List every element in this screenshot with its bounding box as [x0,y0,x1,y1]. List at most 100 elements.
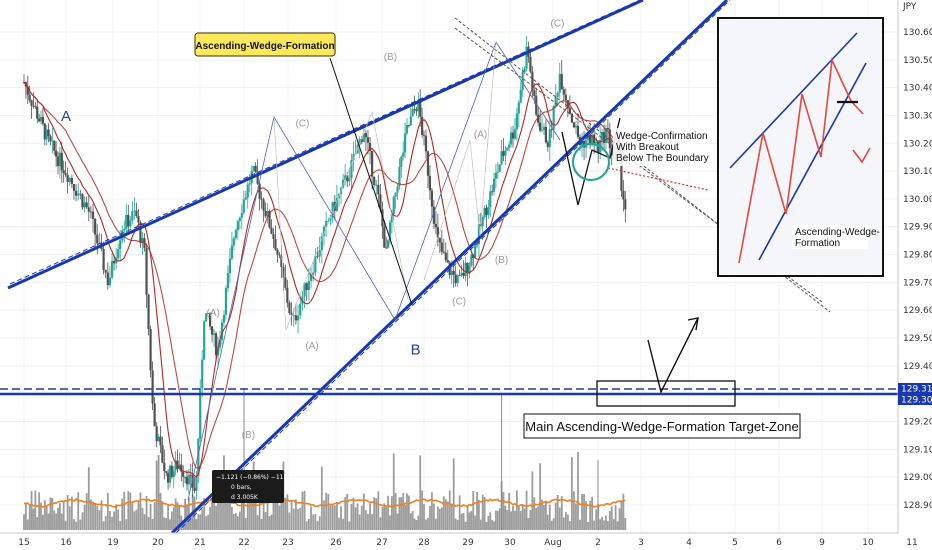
volume-bar [548,504,551,530]
candle-body [404,133,407,153]
volume-bar [489,512,492,530]
volume-bar [618,508,621,530]
candle-body [432,206,435,224]
candle-body [270,227,273,235]
volume-bar [169,519,171,530]
volume-bar [550,520,553,530]
candle-body [325,221,328,227]
volume-bar [165,518,168,530]
candle-body [462,272,465,277]
volume-bar [344,496,347,530]
volume-bar [203,498,206,530]
volume-bar [45,506,48,530]
candle-body [260,198,263,200]
volume-bar [286,494,289,530]
volume-bar [24,503,27,530]
volume-bar [462,513,465,530]
volume-bar [476,492,478,530]
candle-body [415,109,418,112]
volume-bar [373,497,376,530]
candle-body [442,251,445,253]
volume-bar [157,455,160,530]
candle-body [254,165,257,173]
x-tick-label: 22 [238,538,249,548]
volume-bar [40,502,42,530]
candle-body [492,178,496,192]
candle-body [544,126,548,143]
volume-bar [495,510,497,530]
candle-body [288,302,291,313]
volume-bar [266,497,269,530]
candle-body [133,210,136,212]
volume-bar [260,518,263,530]
wave-label: (B) [495,255,508,266]
candle-body [38,118,41,122]
candle-body [77,193,80,196]
wave-label: (A) [474,130,487,141]
x-tick-label: 10 [862,538,874,548]
volume-bar [151,519,154,530]
volume-bar [57,507,59,530]
volume-bar [531,471,534,530]
volume-bar [53,510,56,530]
candle-body [362,133,365,143]
volume-bar [362,493,365,530]
wave-label: (A) [305,341,318,352]
y-tick-label: 130.600 [903,28,932,38]
volume-bar [379,517,382,530]
candle-body [139,222,142,243]
volume-bar [556,495,559,530]
volume-bar [217,493,219,530]
candle-body [252,165,255,171]
volume-bar [546,514,549,530]
candle-body [494,172,498,179]
volume-bar [493,521,495,530]
volume-bar [310,506,312,530]
candle-body [624,199,627,210]
candle-body [444,252,447,261]
volume-bar [145,495,148,530]
tooltip-line-1: −1.121 (−0.86%) −112.1 [216,474,293,481]
y-tick-label: 130.200 [903,139,932,149]
candle-body [509,132,513,145]
target-zone-box [596,380,736,407]
volume-bar [389,515,391,530]
candle-body [513,129,517,139]
volume-bar [398,497,401,530]
candle-body [434,223,437,228]
candle-body [400,156,403,167]
candle-body [472,254,475,259]
volume-bar [444,499,447,530]
candle-body [187,474,190,485]
volume-bar [375,498,378,530]
volume-bar [23,514,25,530]
candle-body [346,175,349,182]
x-tick-label: 2 [595,538,601,548]
volume-bar [517,506,520,530]
candle-body [183,476,187,478]
candle-body [554,96,557,107]
volume-bar [533,497,536,530]
candle-body [32,105,35,107]
wedge-upper-line [7,0,644,290]
volume-bar [174,498,177,530]
candle-body [360,138,363,143]
y-tick-label: 128.900 [903,501,932,511]
volume-bar [189,514,192,530]
candle-body [197,438,200,476]
volume-bar [113,511,116,530]
candle-body [314,255,317,273]
candle-body [309,274,313,281]
volume-bar [381,507,384,530]
volume-bar [284,497,287,530]
volume-bar [491,519,494,530]
volume-bar [258,496,261,530]
candle-body [180,464,183,472]
y-tick-label: 130.400 [903,84,932,94]
candle-body [504,150,507,156]
volume-bar [94,504,97,530]
candle-body [454,274,457,284]
candle-body [56,156,60,167]
volume-bar [539,463,541,530]
wedge-lower-line [170,0,729,535]
